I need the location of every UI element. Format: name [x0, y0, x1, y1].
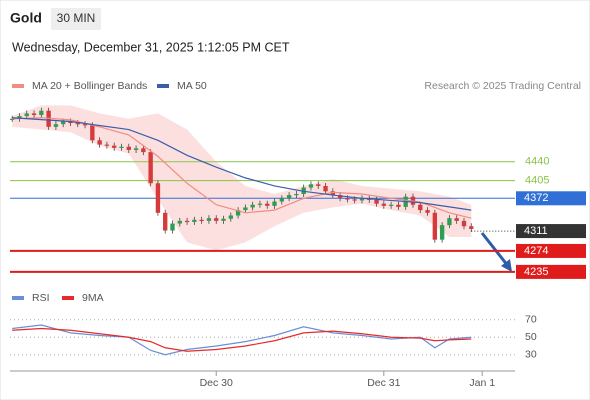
level-box	[516, 224, 586, 239]
candle	[330, 191, 336, 196]
candle	[90, 125, 95, 141]
candle	[352, 199, 357, 201]
candle	[163, 212, 168, 231]
datetime: Wednesday, December 31, 2025 1:12:05 PM …	[12, 40, 290, 54]
candle	[374, 199, 379, 204]
x-tick-label: Jan 1	[469, 377, 495, 389]
candle	[235, 210, 241, 216]
x-tick-label: Dec 30	[200, 377, 233, 389]
ma-line	[12, 117, 472, 211]
legend-label: RSI	[32, 292, 50, 304]
candle	[454, 218, 459, 221]
candle	[279, 198, 284, 202]
candle	[337, 195, 343, 199]
candle	[461, 220, 467, 227]
instrument-title: Gold	[10, 10, 42, 26]
candle	[418, 204, 423, 211]
legend-label: 9MA	[82, 292, 104, 304]
level-box	[516, 191, 586, 206]
candle	[265, 203, 270, 206]
candle	[184, 220, 190, 223]
candle	[17, 116, 22, 119]
candle	[61, 121, 66, 125]
legend-swatch	[157, 84, 169, 88]
candle	[388, 204, 394, 206]
legend-swatch	[12, 84, 24, 88]
candle	[104, 144, 110, 146]
legend-label: MA 20 + Bollinger Bands	[32, 80, 147, 92]
level-box	[516, 264, 586, 279]
candle	[469, 226, 474, 229]
candle	[294, 194, 299, 196]
y-tick-label: 70	[525, 314, 537, 326]
candle	[170, 223, 175, 231]
level-label: 4274	[524, 245, 548, 257]
candle	[396, 204, 401, 207]
candle	[126, 146, 131, 150]
level-box	[516, 243, 586, 258]
rsi-line	[12, 327, 472, 352]
candle	[119, 146, 124, 148]
candle	[381, 203, 387, 206]
candle	[155, 183, 161, 213]
x-tick-label: Dec 31	[367, 377, 400, 389]
candle	[286, 195, 292, 199]
candle	[31, 113, 37, 116]
candle	[82, 124, 88, 126]
candle	[10, 118, 15, 120]
arrow-shaft	[480, 232, 510, 267]
candle	[24, 113, 29, 117]
candle	[447, 218, 452, 226]
level-label: 4440	[525, 156, 549, 168]
level-label: 4372	[524, 192, 548, 204]
candle	[221, 218, 226, 221]
bollinger-band	[12, 105, 472, 251]
source: Research © 2025 Trading Central	[424, 80, 581, 92]
timeframe-button[interactable]	[51, 8, 101, 30]
arrow-head	[501, 259, 512, 272]
candle	[425, 210, 430, 213]
candle	[97, 140, 102, 145]
candle	[257, 203, 263, 205]
candle	[214, 218, 219, 221]
level-label: 4405	[525, 174, 549, 186]
rsi-line	[12, 324, 472, 356]
candle	[199, 219, 204, 221]
legend-label: MA 50	[177, 80, 207, 92]
candle	[112, 145, 117, 148]
candle	[75, 123, 80, 125]
timeframe-label[interactable]: 30 MIN	[57, 11, 96, 25]
candle	[206, 218, 212, 221]
candle	[250, 204, 255, 208]
candle	[148, 152, 153, 184]
candle	[272, 201, 277, 206]
legend-swatch	[62, 296, 74, 300]
level-label: 4235	[524, 266, 548, 278]
candle	[345, 198, 350, 200]
candle	[192, 219, 197, 222]
candle	[359, 198, 365, 201]
candle	[68, 121, 73, 124]
y-tick-label: 50	[525, 331, 537, 343]
candle	[308, 184, 314, 188]
candle	[316, 184, 321, 186]
candle	[432, 212, 438, 240]
candle	[243, 207, 248, 211]
level-label: 4311	[524, 225, 548, 237]
candle	[39, 110, 44, 116]
y-tick-label: 30	[525, 349, 537, 361]
candle	[177, 220, 182, 224]
legend-swatch	[12, 296, 24, 300]
candle	[141, 148, 146, 153]
candle	[439, 225, 445, 240]
candle	[323, 185, 328, 192]
candle	[228, 215, 233, 219]
candle	[53, 124, 59, 127]
candle	[133, 148, 139, 150]
